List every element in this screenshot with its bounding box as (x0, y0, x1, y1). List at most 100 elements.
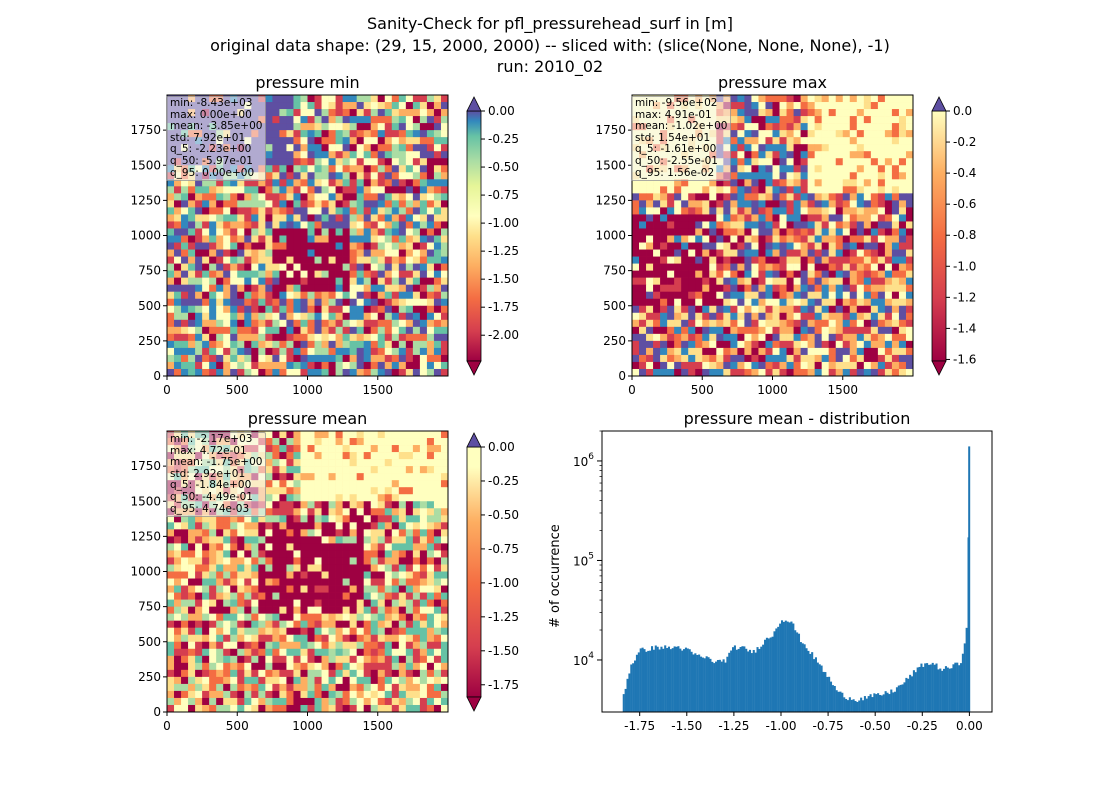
heatmap-cell (737, 193, 745, 201)
heatmap-cell (335, 256, 343, 264)
heatmap-cell (849, 305, 858, 314)
heatmap-cell (744, 326, 752, 335)
heatmap-cell (300, 480, 308, 488)
heatmap-cell (384, 627, 393, 636)
heatmap-cell (300, 249, 308, 257)
heatmap-cell (758, 221, 766, 229)
heatmap-cell (426, 130, 435, 138)
heatmap-cell (667, 263, 675, 271)
heatmap-cell (730, 354, 738, 363)
heatmap-cell (230, 690, 238, 699)
heatmap-cell (335, 116, 343, 124)
heatmap-cell (751, 291, 759, 300)
heatmap-cell (370, 102, 379, 110)
heatmap-cell (272, 172, 280, 180)
heatmap-cell (433, 669, 442, 678)
heatmap-cell (884, 291, 893, 300)
heatmap-cell (398, 221, 407, 229)
heatmap-cell (426, 221, 435, 229)
heatmap-cell (639, 333, 647, 342)
heatmap-cell (174, 683, 182, 692)
heatmap-cell (202, 235, 210, 243)
heatmap-cell (349, 480, 357, 488)
heatmap-cell (751, 228, 759, 236)
heatmap-cell (349, 445, 357, 453)
heatmap-cell (195, 221, 203, 229)
heatmap-cell (398, 669, 407, 678)
heatmap-cell (702, 186, 710, 194)
heatmap-cell (772, 221, 780, 229)
heatmap-cell (751, 242, 759, 250)
heatmap-cell (174, 578, 182, 586)
heatmap-cell (384, 501, 393, 509)
heatmap-cell (891, 137, 900, 145)
heatmap-cell (419, 501, 428, 509)
heatmap-cell (265, 137, 273, 145)
heatmap-cell (335, 249, 343, 257)
y-tick-label: 0 (153, 369, 161, 383)
heatmap-cell (370, 263, 379, 271)
heatmap-cell (884, 347, 893, 356)
heatmap-cell (342, 445, 350, 453)
heatmap-cell (863, 235, 872, 243)
heatmap-cell (356, 613, 365, 621)
heatmap-cell (321, 669, 329, 678)
heatmap-cell (181, 536, 189, 544)
heatmap-cell (419, 613, 428, 621)
heatmap-cell (877, 361, 886, 370)
heatmap-cell (814, 172, 822, 180)
heatmap-cell (709, 361, 717, 370)
heatmap-cell (230, 312, 238, 321)
heatmap-cell (426, 270, 435, 278)
heatmap-cell (433, 592, 442, 600)
heatmap-cell (779, 186, 787, 194)
heatmap-cell (167, 249, 175, 257)
heatmap-cell (300, 151, 308, 159)
heatmap-cell (342, 347, 350, 356)
heatmap-cell (814, 277, 822, 285)
heatmap-cell (674, 214, 682, 222)
heatmap-cell (174, 522, 182, 530)
heatmap-cell (293, 431, 301, 439)
heatmap-cell (265, 676, 273, 685)
heatmap-cell (216, 221, 224, 229)
heatmap-cell (807, 228, 815, 236)
heatmap-cell (321, 221, 329, 229)
heatmap-cell (419, 683, 428, 692)
heatmap-cell (744, 312, 752, 321)
heatmap-cell (188, 578, 196, 586)
heatmap-cell (405, 116, 414, 124)
heatmap-cell (167, 319, 175, 328)
heatmap-cell (258, 207, 266, 215)
heatmap-cell (286, 95, 294, 103)
heatmap-cell (272, 459, 280, 467)
heatmap-cell (293, 347, 301, 356)
heatmap-cell (856, 123, 865, 131)
heatmap-cell (412, 312, 421, 321)
heatmap-cell (639, 340, 647, 349)
heatmap-cell (300, 634, 308, 643)
heatmap-cell (646, 221, 654, 229)
heatmap-cell (174, 214, 182, 222)
heatmap-cell (188, 340, 196, 349)
heatmap-cell (167, 662, 175, 671)
heatmap-cell (398, 144, 407, 152)
heatmap-cell (209, 634, 217, 643)
heatmap-cell (342, 368, 350, 377)
heatmap-cell (377, 487, 386, 495)
heatmap-cell (433, 634, 442, 643)
heatmap-cell (272, 186, 280, 194)
heatmap-cell (258, 571, 266, 579)
heatmap-cell (181, 634, 189, 643)
heatmap-cell (751, 207, 759, 215)
heatmap-cell (419, 704, 428, 713)
heatmap-cell (765, 158, 773, 166)
heatmap-cell (314, 480, 322, 488)
heatmap-cell (237, 214, 245, 222)
heatmap-cell (328, 459, 336, 467)
y-tick-label: 750 (603, 264, 626, 278)
heatmap-cell (426, 620, 435, 628)
heatmap-cell (751, 340, 759, 349)
heatmap-cell (209, 571, 217, 579)
heatmap-cell (377, 270, 386, 278)
